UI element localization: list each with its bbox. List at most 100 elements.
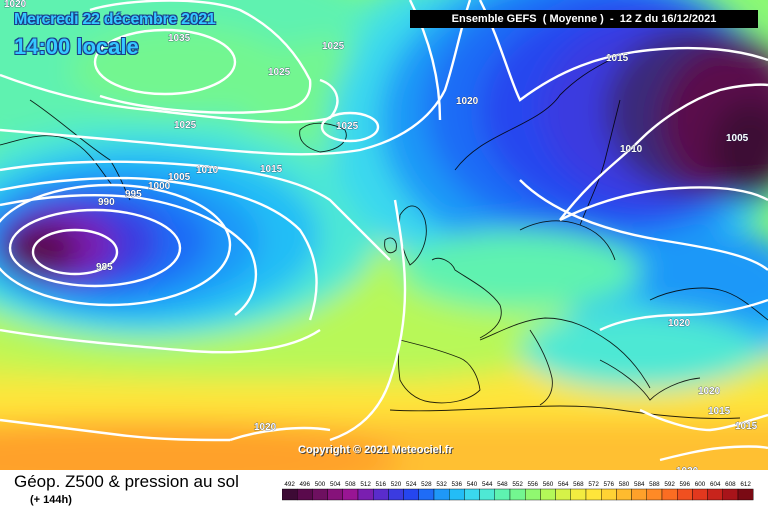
legend-swatch-496 [296, 488, 313, 501]
legend-level-592: 592 [664, 481, 675, 488]
isobar-label-985: 985 [96, 262, 113, 273]
isobar-label-1005-atlantic: 1005 [168, 172, 191, 183]
legend-level-504: 504 [330, 481, 341, 488]
isobar-label-1025-greenland-s: 1025 [174, 120, 197, 131]
legend-level-516: 516 [376, 481, 387, 488]
legend-level-596: 596 [680, 481, 691, 488]
legend-level-612: 612 [740, 481, 751, 488]
legend-swatch-604 [707, 488, 724, 501]
legend-level-536: 536 [452, 481, 463, 488]
legend-level-600: 600 [695, 481, 706, 488]
legend-level-580: 580 [619, 481, 630, 488]
legend-swatch-592 [661, 488, 678, 501]
legend-swatch-532 [433, 488, 450, 501]
legend-level-548: 548 [497, 481, 508, 488]
legend-level-524: 524 [406, 481, 417, 488]
legend-swatch-556 [524, 488, 541, 501]
legend-level-576: 576 [604, 481, 615, 488]
isobar-label-1020-atlantic: 1020 [456, 96, 479, 107]
legend-level-520: 520 [391, 481, 402, 488]
isobar-label-1015-atlantic: 1015 [260, 164, 283, 175]
legend-level-532: 532 [436, 481, 447, 488]
legend-swatch-548 [494, 488, 511, 501]
legend-level-556: 556 [528, 481, 539, 488]
isobar-label-990: 990 [98, 197, 115, 208]
legend-swatch-564 [555, 488, 572, 501]
isobar-label-1010-scandinavia: 1010 [620, 144, 643, 155]
isobar-label-1000: 1000 [148, 181, 171, 192]
isobar-label-1015-se2: 1015 [735, 421, 758, 432]
legend-level-588: 588 [649, 481, 660, 488]
legend-swatch-588 [646, 488, 663, 501]
legend-level-568: 568 [573, 481, 584, 488]
coastlines [0, 59, 768, 419]
legend-swatch-612 [737, 488, 754, 501]
pressure-map: 1020 1035 1025 1025 1025 1025 1020 1015 1010 1005… [0, 0, 768, 470]
isobar-label-1025-greenland: 1025 [268, 67, 291, 78]
legend-swatch-524 [403, 488, 419, 501]
isobar-label-1005-russia: 1005 [726, 133, 749, 144]
legend-swatch-560 [540, 488, 556, 501]
legend-level-544: 544 [482, 481, 493, 488]
legend-level-604: 604 [710, 481, 721, 488]
isobar-label-1035: 1035 [168, 33, 191, 44]
legend-swatch-520 [388, 488, 404, 501]
legend-swatch-580 [616, 488, 632, 501]
legend-swatch-544 [479, 488, 496, 501]
legend-level-528: 528 [421, 481, 432, 488]
legend-swatch-608 [722, 488, 739, 501]
legend-level-508: 508 [345, 481, 356, 488]
legend-swatch-536 [448, 488, 465, 501]
isobar-label-1015-se: 1015 [708, 406, 731, 417]
copyright-notice: Copyright © 2021 Meteociel.fr [298, 444, 453, 456]
legend-swatch-572 [585, 488, 602, 501]
legend-swatch-584 [631, 488, 648, 501]
isobar-label-1010-atlantic: 1010 [196, 165, 219, 176]
isobar-label-1020-east: 1020 [668, 318, 691, 329]
legend-swatch-596 [677, 488, 693, 501]
legend-swatch-528 [418, 488, 435, 501]
legend-swatch-600 [692, 488, 708, 501]
forecast-local-time: 14:00 locale [14, 34, 139, 59]
isobar-label-1015-scandinavia: 1015 [606, 53, 629, 64]
legend-level-492: 492 [284, 481, 295, 488]
legend-level-584: 584 [634, 481, 645, 488]
legend-level-500: 500 [315, 481, 326, 488]
forecast-lead-time: (+ 144h) [30, 494, 72, 506]
legend-level-564: 564 [558, 481, 569, 488]
legend-swatch-576 [601, 488, 617, 501]
legend-swatch-508 [342, 488, 359, 501]
legend-level-540: 540 [467, 481, 478, 488]
isobar-label-1020-south: 1020 [676, 466, 699, 470]
legend-swatches [282, 488, 754, 501]
legend-swatch-492 [282, 488, 298, 501]
color-scale-legend: 492 496 500 504 508 512 516 520 524 528 532 536 540 5… [282, 481, 754, 501]
isobar-labels: 1020 1035 1025 1025 1025 1025 1020 1015 1010 1005… [4, 0, 758, 470]
isobar-label-1020-nw: 1020 [4, 0, 27, 10]
map-parameter-title: Géop. Z500 & pression au sol [14, 472, 239, 491]
legend-swatch-540 [464, 488, 480, 501]
legend-level-572: 572 [588, 481, 599, 488]
legend-swatch-504 [327, 488, 343, 501]
legend-level-608: 608 [725, 481, 736, 488]
forecast-date: Mercredi 22 décembre 2021 [14, 11, 216, 28]
geopotential-field [0, 0, 768, 470]
legend-swatch-568 [570, 488, 587, 501]
isobar-label-1020-se: 1020 [698, 386, 721, 397]
legend-level-496: 496 [300, 481, 311, 488]
isobar-lines [0, 0, 768, 462]
legend-swatch-516 [372, 488, 389, 501]
legend-level-552: 552 [512, 481, 523, 488]
legend-level-560: 560 [543, 481, 554, 488]
isobar-label-1025-greenland-e: 1025 [322, 41, 345, 52]
legend-level-512: 512 [360, 481, 371, 488]
isobar-label-995: 995 [125, 189, 142, 200]
isobar-label-1025-iceland: 1025 [336, 121, 359, 132]
legend-swatch-552 [509, 488, 526, 501]
legend-labels: 492 496 500 504 508 512 516 520 524 528 532 536 540 5… [284, 481, 751, 488]
isobar-label-1020-sw: 1020 [254, 422, 277, 433]
legend-swatch-512 [357, 488, 374, 501]
model-run-info: Ensemble GEFS ( Moyenne ) - 12 Z du 16/1… [410, 10, 758, 28]
legend-swatch-500 [312, 488, 328, 501]
